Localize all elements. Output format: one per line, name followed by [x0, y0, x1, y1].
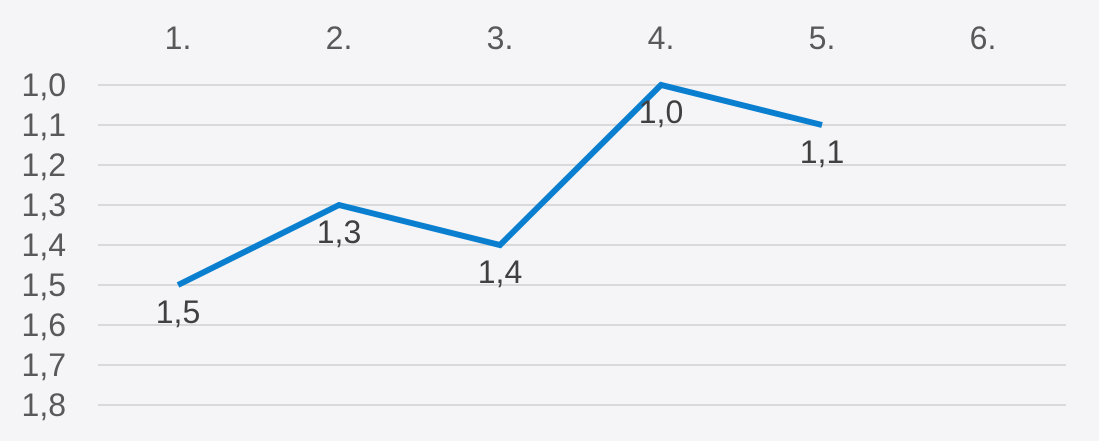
y-tick-label: 1,5 — [22, 267, 66, 303]
series-layer — [176, 81, 823, 288]
y-tick-label: 1,6 — [22, 307, 66, 343]
y-tick-label: 1,3 — [22, 187, 66, 223]
x-tick-label: 2. — [326, 20, 353, 56]
data-labels: 1,5 1,3 1,4 1,0 1,1 — [156, 94, 844, 330]
x-tick-label: 1. — [165, 20, 192, 56]
x-tick-label: 4. — [648, 20, 675, 56]
data-label: 1,5 — [156, 294, 200, 330]
x-tick-label: 6. — [970, 20, 997, 56]
data-label: 1,4 — [478, 254, 522, 290]
y-tick-label: 1,2 — [22, 147, 66, 183]
y-tick-label: 1,8 — [22, 387, 66, 423]
y-tick-label: 1,4 — [22, 227, 66, 263]
x-tick-label: 3. — [487, 20, 514, 56]
y-tick-label: 1,0 — [22, 67, 66, 103]
data-label: 1,1 — [800, 134, 844, 170]
data-label: 1,0 — [639, 94, 683, 130]
x-axis-tick-labels: 1. 2. 3. 4. 5. 6. — [165, 20, 997, 56]
x-tick-label: 5. — [809, 20, 836, 56]
y-axis-tick-labels: 1,0 1,1 1,2 1,3 1,4 1,5 1,6 1,7 1,8 — [22, 67, 66, 423]
y-tick-label: 1,7 — [22, 347, 66, 383]
data-label: 1,3 — [317, 214, 361, 250]
grid-lines — [98, 84, 1066, 406]
y-tick-label: 1,1 — [22, 107, 66, 143]
